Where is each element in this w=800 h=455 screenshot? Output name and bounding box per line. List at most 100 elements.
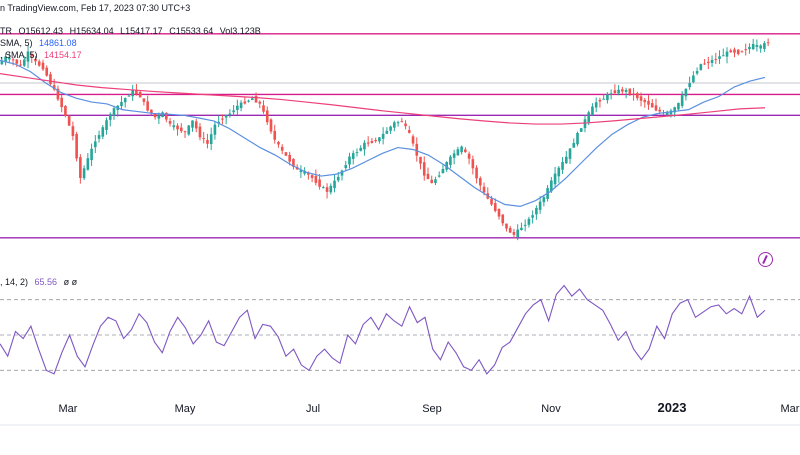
candle-body — [82, 168, 86, 179]
candle-body — [374, 139, 377, 142]
candle-body — [688, 83, 691, 88]
sma1-label: SMA, 5) — [0, 38, 33, 48]
candle-body — [658, 109, 662, 112]
candle-body — [602, 98, 605, 100]
candle-body — [0, 60, 4, 65]
candle-body — [718, 56, 721, 59]
sma1-row: SMA, 5) 14861.08 — [0, 38, 77, 48]
candle-body — [131, 89, 135, 97]
candle-body — [490, 198, 493, 205]
candle-body — [142, 98, 146, 102]
candle-body — [714, 59, 718, 61]
candle-body — [250, 98, 254, 101]
low-value: L15417.17 — [120, 26, 163, 36]
candle-body — [265, 110, 269, 123]
candle-body — [673, 107, 676, 113]
candle-body — [176, 125, 179, 130]
candle-body — [322, 187, 325, 189]
candle-body — [516, 229, 520, 238]
candle-body — [538, 201, 542, 210]
sma2-label: , SMA, 5) — [0, 50, 38, 60]
ohlc-row: TR O15612.43 H15634.04 L15417.17 C15533.… — [0, 26, 261, 36]
candle-body — [348, 156, 351, 165]
candle-body — [452, 153, 456, 158]
candle-body — [568, 148, 572, 159]
candle-body — [639, 96, 643, 101]
candle-body — [535, 208, 538, 215]
alert-icon[interactable] — [758, 252, 773, 267]
candle-body — [344, 165, 348, 169]
candle-body — [497, 209, 501, 217]
candle-body — [318, 179, 321, 187]
candle-body — [624, 89, 628, 92]
candle-body — [692, 75, 695, 83]
candle-body — [26, 51, 30, 62]
candle-body — [684, 88, 688, 97]
candle-body — [587, 112, 591, 122]
candle-body — [385, 130, 389, 134]
sma-fast-line — [0, 59, 766, 207]
candle-body — [97, 135, 101, 139]
candle-body — [733, 49, 736, 53]
candle-body — [262, 105, 265, 112]
candle-body — [22, 59, 26, 66]
candle-body — [359, 147, 363, 151]
candle-body — [224, 115, 228, 118]
candle-body — [108, 114, 112, 120]
candle-body — [550, 180, 553, 192]
candle-body — [179, 127, 183, 132]
candle-body — [161, 112, 164, 118]
candle-body — [138, 91, 142, 98]
candle-body — [572, 142, 576, 148]
candle-body — [665, 111, 669, 115]
sma2-value: 14154.17 — [44, 50, 82, 60]
candle-body — [288, 154, 291, 162]
x-tick-label: Jul — [306, 403, 320, 415]
candle-body — [434, 179, 437, 183]
candle-body — [643, 99, 647, 103]
candle-body — [123, 98, 127, 103]
candle-body — [766, 42, 770, 44]
candle-body — [202, 138, 206, 140]
candle-body — [15, 59, 19, 64]
candle-body — [523, 224, 527, 226]
candle-body — [56, 88, 60, 100]
candle-body — [680, 95, 684, 106]
candle-body — [258, 101, 262, 104]
rsi-label: , 14, 2) — [0, 277, 29, 287]
candle-body — [400, 121, 404, 123]
candle-body — [647, 100, 650, 105]
candle-body — [187, 125, 191, 135]
candle-body — [598, 99, 602, 102]
candle-body — [710, 59, 714, 63]
candle-body — [340, 170, 344, 176]
candle-body — [183, 131, 187, 133]
candle-body — [236, 105, 239, 110]
candle-body — [273, 130, 277, 140]
candle-body — [307, 173, 310, 175]
candle-body — [482, 186, 486, 193]
candle-body — [594, 102, 598, 108]
candle-body — [557, 167, 561, 177]
candle-body — [508, 228, 512, 233]
header-source: n TradingView.com, Feb 17, 2023 07:30 UT… — [0, 3, 190, 13]
candle-body — [531, 215, 534, 218]
candle-body — [411, 136, 415, 144]
candle-body — [232, 110, 235, 113]
candle-body — [299, 170, 303, 173]
candle-body — [475, 167, 478, 179]
candle-body — [729, 50, 733, 53]
sma-slow-line — [0, 73, 766, 125]
candle-body — [198, 126, 202, 138]
candle-body — [19, 64, 22, 66]
candle-body — [90, 148, 93, 161]
candle-body — [366, 142, 370, 144]
candle-body — [45, 67, 49, 76]
candle-body — [393, 122, 396, 128]
candle-body — [112, 108, 116, 116]
candle-body — [135, 89, 138, 95]
candle-body — [650, 103, 654, 108]
rsi-extra: ø ø — [63, 277, 78, 287]
x-tick-label: Nov — [541, 403, 561, 415]
candle-body — [763, 43, 766, 49]
